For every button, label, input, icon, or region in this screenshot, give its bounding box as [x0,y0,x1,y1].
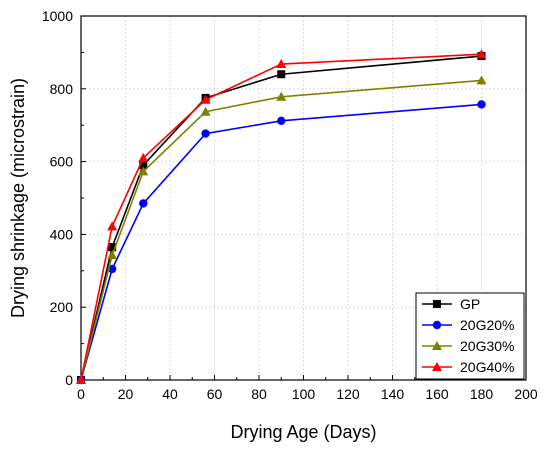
data-point-20g20 [139,199,148,208]
legend-marker [432,320,442,330]
x-tick-label: 180 [470,386,494,402]
x-tick-label: 80 [251,386,267,402]
x-tick-label: 40 [162,386,178,402]
x-tick-label: 140 [381,386,405,402]
x-tick-label: 120 [336,386,360,402]
series-20g30 [76,75,487,384]
data-point-gp [108,243,117,252]
data-point-20g20 [201,129,210,138]
data-point-20g30 [138,166,149,176]
data-point-20g30 [276,91,287,101]
y-tick-label: 1000 [42,8,73,24]
data-point-gp [277,70,286,79]
x-tick-label: 20 [118,386,134,402]
y-tick-label: 400 [50,226,74,242]
series-line-gp [80,55,482,381]
data-point-20g40 [200,94,211,104]
y-tick-label: 800 [50,81,74,97]
series-20g40 [76,49,487,384]
y-tick-label: 0 [65,372,73,388]
legend-label: GP [460,296,480,312]
data-point-20g40 [138,152,149,162]
series-line-20g30 [80,79,482,381]
legend-item-gp: GP [422,296,480,312]
legend-marker [432,362,442,371]
x-tick-label: 60 [207,386,223,402]
x-tick-label: 200 [514,386,538,402]
data-point-20g20 [477,100,486,109]
data-point-20g30 [476,75,487,85]
data-point-20g20 [107,264,117,274]
data-point-20g40 [76,375,86,384]
legend-label: 20G20% [460,317,514,333]
legend-marker [432,341,442,350]
series-line-20g40 [80,53,482,381]
data-point-gp [139,161,148,170]
series [76,49,487,385]
legend-item-20g30: 20G30% [422,338,514,354]
data-point-20g20 [277,116,286,126]
y-tick-label: 200 [50,299,74,315]
data-point-20g30 [107,250,118,260]
x-tick-label: 100 [292,386,316,402]
legend: GP 20G20% 20G30% 20G40% [415,292,525,380]
legend-marker [433,300,441,308]
x-tick-label: 0 [77,386,85,402]
x-axis-title: Drying Age (Days) [230,422,376,442]
data-point-20g40 [276,59,287,69]
legend-item-20g20: 20G20% [422,317,514,333]
series-line-20g20 [80,103,482,381]
x-tick-label: 160 [425,386,449,402]
legend-label: 20G30% [460,338,514,354]
legend-label: 20G40% [460,359,514,375]
data-point-20g40 [107,221,118,231]
data-point-20g30 [200,106,211,116]
y-axis-title: Drying shrinkage (microstrain) [8,78,28,318]
y-tick-label: 600 [50,154,74,170]
data-point-20g40 [476,49,487,59]
axis-ticks: 0 20 40 60 80 100 120 140 160 180 200 0 200 400 600 800… [42,8,538,402]
legend-item-20g40: 20G40% [422,359,514,375]
